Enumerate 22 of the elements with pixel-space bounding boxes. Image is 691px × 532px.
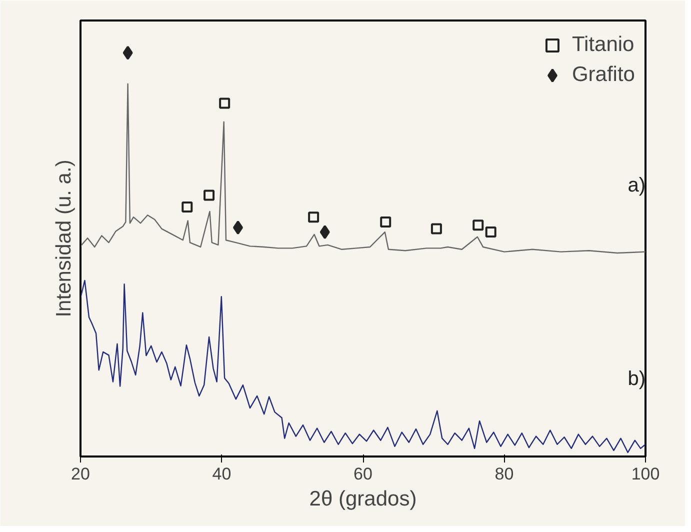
x-tick-label: 60 (354, 464, 372, 484)
point (485, 226, 496, 238)
legend-label: Titanio (572, 33, 634, 57)
text: a) (628, 174, 646, 197)
point (204, 190, 215, 201)
legend-label: Grafito (572, 63, 635, 87)
point (232, 220, 243, 235)
x-axis-title: 2θ (grados) (309, 488, 417, 510)
x-tick-label: 80 (494, 464, 514, 484)
point (122, 46, 133, 60)
point (472, 220, 484, 231)
point (380, 216, 392, 228)
x-tick-label: 40 (212, 464, 232, 484)
point (308, 212, 320, 223)
y-axis-title: Intensidad (u. a.) (52, 160, 76, 318)
text: b) (628, 368, 646, 390)
x-tick-label: 20 (71, 464, 90, 484)
point (430, 223, 442, 234)
point (182, 202, 193, 213)
x-tick-label: 100 (631, 464, 660, 484)
point (219, 98, 230, 109)
point (320, 225, 330, 240)
